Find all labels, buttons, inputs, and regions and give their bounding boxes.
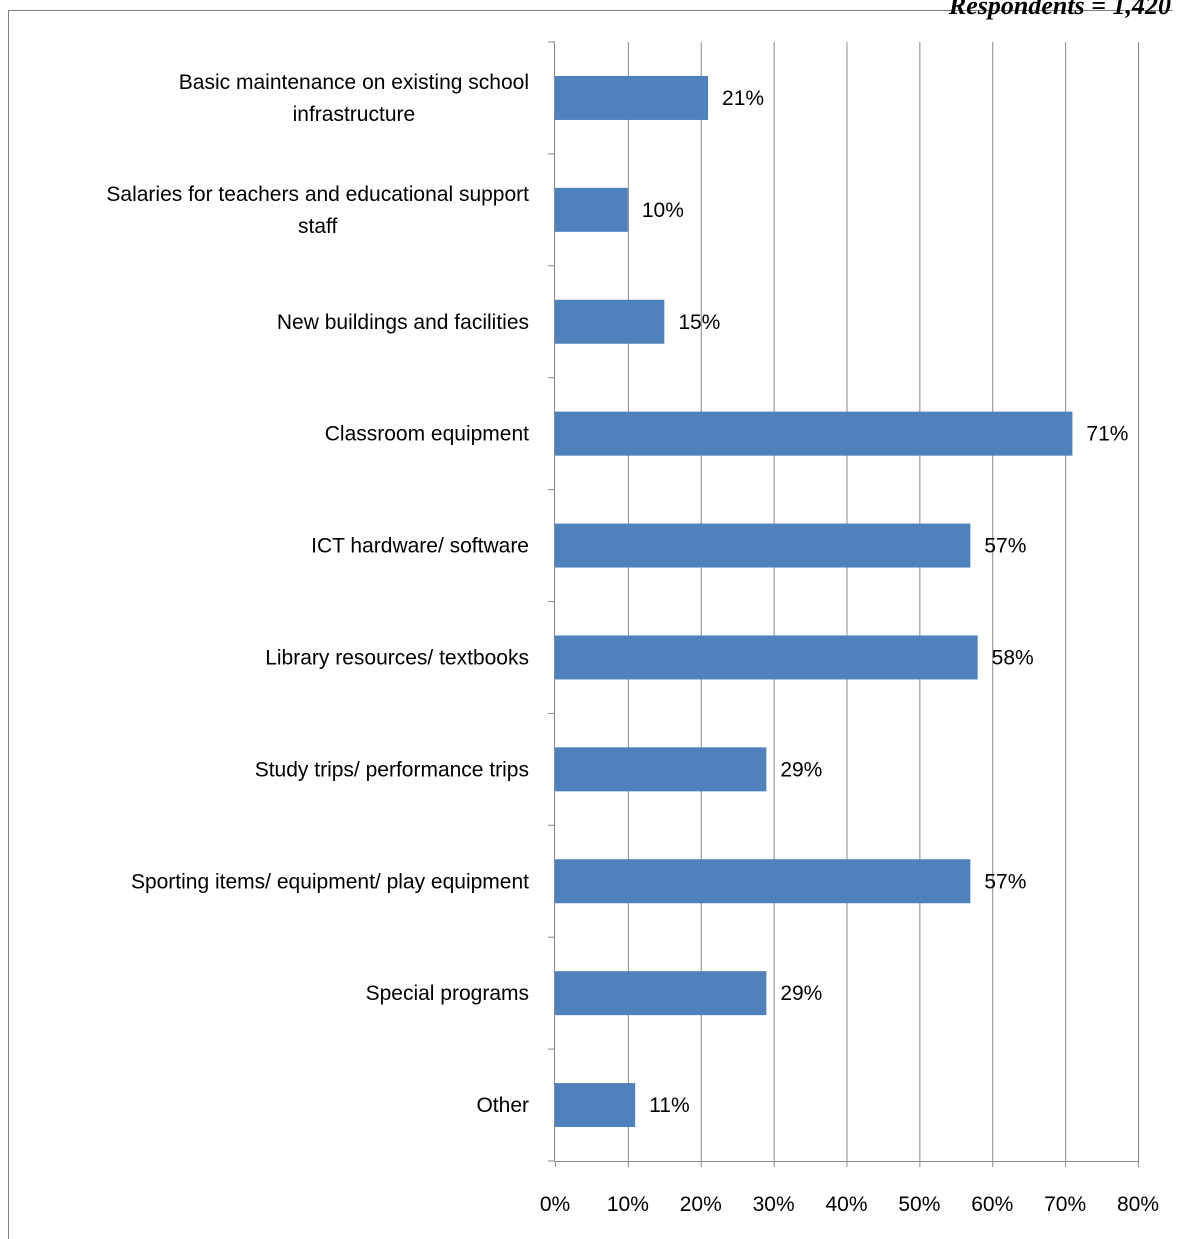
x-tick-label: 60% (971, 1193, 1013, 1216)
category-label: New buildings and facilities (277, 311, 529, 334)
data-label: 29% (780, 758, 822, 781)
category-label: Special programs (366, 982, 529, 1005)
category-label: Study trips/ performance trips (255, 758, 529, 781)
category-label: Sporting items/ equipment/ play equipmen… (131, 870, 529, 893)
data-label: 11% (649, 1094, 689, 1117)
category-label: Basic maintenance on existing school infr… (179, 71, 529, 126)
x-tick-label: 50% (898, 1193, 940, 1216)
bar (555, 747, 767, 792)
category-label: Classroom equipment (325, 423, 529, 446)
category-label-line: Salaries for teachers and educational su… (106, 183, 529, 206)
data-label: 71% (1086, 423, 1128, 446)
data-label: 10% (642, 199, 684, 222)
x-tick-label: 20% (680, 1193, 722, 1216)
bar (555, 971, 767, 1016)
respondents-note: Respondents = 1,420 (948, 0, 1171, 20)
category-label-line: staff (298, 215, 337, 238)
category-label: Salaries for teachers and educational su… (106, 183, 529, 238)
data-label: 29% (780, 982, 822, 1005)
category-label-line: infrastructure (293, 103, 416, 126)
bar (555, 75, 709, 120)
data-label: 57% (984, 535, 1026, 558)
category-label: Other (476, 1094, 529, 1117)
x-tick-label: 80% (1117, 1193, 1159, 1216)
x-tick-label: 40% (825, 1193, 867, 1216)
category-labels: Basic maintenance on existing school infr… (106, 71, 529, 1117)
bar (555, 523, 971, 568)
x-tick-labels: 0% 10% 20% 30% 40% 50% 60% 70% 80% (540, 1193, 1159, 1216)
bar (555, 299, 665, 344)
category-label-line: Basic maintenance on existing school (179, 71, 529, 94)
data-label: 21% (722, 87, 764, 110)
bars (555, 75, 1073, 1128)
bar (555, 187, 628, 232)
value-labels: 21% 10% 15% 71% 57% 58% 29% 57% 29% 11% (642, 87, 1129, 1117)
x-tick-label: 30% (753, 1193, 795, 1216)
category-label: ICT hardware/ software (311, 535, 529, 558)
axes (548, 41, 1139, 1167)
x-tick-label: 10% (607, 1193, 649, 1216)
data-label: 57% (984, 870, 1026, 893)
x-tick-label: 70% (1044, 1193, 1086, 1216)
category-label: Library resources/ textbooks (265, 646, 529, 669)
data-label: 58% (992, 646, 1034, 669)
chart-frame: Respondents = 1,420 (8, 0, 1173, 1239)
data-label: 15% (678, 311, 720, 334)
bar (555, 1083, 636, 1128)
bar (555, 859, 971, 904)
bar (555, 411, 1073, 456)
x-tick-label: 0% (540, 1193, 570, 1216)
bar (555, 635, 978, 680)
